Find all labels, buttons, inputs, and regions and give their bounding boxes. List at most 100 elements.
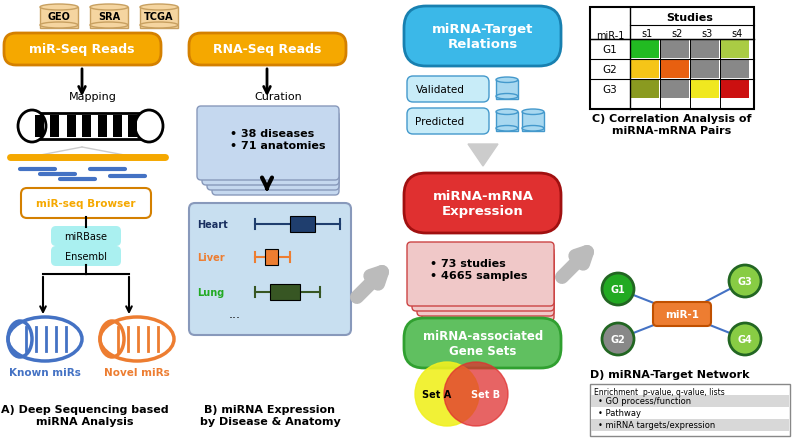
Text: Lung: Lung: [197, 287, 224, 297]
FancyBboxPatch shape: [21, 189, 151, 219]
Text: • miRNA targets/expression: • miRNA targets/expression: [598, 420, 715, 430]
Ellipse shape: [496, 94, 518, 100]
FancyBboxPatch shape: [407, 77, 489, 103]
Text: RNA-Seq Reads: RNA-Seq Reads: [213, 43, 321, 57]
Text: GEO: GEO: [47, 12, 70, 22]
Bar: [496, 81, 518, 100]
FancyBboxPatch shape: [417, 252, 554, 316]
FancyBboxPatch shape: [207, 117, 339, 191]
Text: A) Deep Sequencing based
miRNA Analysis: A) Deep Sequencing based miRNA Analysis: [1, 404, 169, 426]
Text: SRA: SRA: [98, 12, 120, 22]
Bar: [591, 395, 789, 407]
FancyBboxPatch shape: [189, 34, 346, 66]
Text: s3: s3: [702, 29, 713, 39]
Bar: [140, 8, 178, 29]
Text: G1: G1: [610, 284, 626, 294]
Text: Novel miRs: Novel miRs: [104, 367, 170, 377]
Bar: [721, 81, 749, 99]
Ellipse shape: [140, 23, 178, 29]
Bar: [691, 61, 719, 79]
Circle shape: [602, 273, 634, 305]
FancyBboxPatch shape: [51, 226, 121, 247]
Text: G2: G2: [602, 65, 618, 75]
Text: miRBase: miRBase: [65, 231, 107, 241]
Bar: [721, 61, 749, 79]
Ellipse shape: [135, 111, 163, 143]
Bar: [270, 284, 300, 300]
Text: Predicted: Predicted: [415, 117, 465, 127]
FancyBboxPatch shape: [197, 107, 339, 180]
Bar: [591, 407, 789, 419]
Text: C) Correlation Analysis of
miRNA-mRNA Pairs: C) Correlation Analysis of miRNA-mRNA Pa…: [592, 114, 752, 135]
FancyBboxPatch shape: [202, 112, 339, 186]
Text: Set B: Set B: [471, 389, 501, 399]
Circle shape: [415, 362, 479, 426]
Ellipse shape: [40, 5, 78, 11]
Text: miRNA-Target
Relations: miRNA-Target Relations: [432, 23, 534, 51]
FancyBboxPatch shape: [189, 204, 351, 335]
Ellipse shape: [90, 23, 128, 29]
Text: • 73 studies
• 4665 samples: • 73 studies • 4665 samples: [430, 258, 527, 280]
Bar: [265, 249, 278, 265]
Bar: [50, 116, 59, 138]
FancyBboxPatch shape: [407, 109, 489, 135]
Polygon shape: [468, 145, 498, 166]
FancyBboxPatch shape: [404, 318, 561, 368]
Text: s2: s2: [671, 29, 682, 39]
Text: Ensembl: Ensembl: [65, 251, 107, 261]
Text: Heart: Heart: [197, 219, 228, 230]
Text: miR-seq Browser: miR-seq Browser: [36, 198, 136, 208]
Text: B) miRNA Expression
by Disease & Anatomy: B) miRNA Expression by Disease & Anatomy: [200, 404, 340, 426]
FancyBboxPatch shape: [404, 173, 561, 233]
Ellipse shape: [90, 5, 128, 11]
Text: miR-1: miR-1: [665, 309, 699, 319]
Text: miR-Seq Reads: miR-Seq Reads: [30, 43, 134, 57]
Text: TCGA: TCGA: [144, 12, 174, 22]
FancyBboxPatch shape: [653, 302, 711, 326]
Bar: [522, 113, 544, 132]
Text: Liver: Liver: [197, 252, 225, 262]
Text: • GO process/function: • GO process/function: [598, 396, 691, 406]
FancyBboxPatch shape: [412, 247, 554, 311]
Text: Validated: Validated: [415, 85, 465, 95]
Ellipse shape: [18, 111, 46, 143]
Bar: [631, 41, 659, 59]
Bar: [290, 216, 315, 233]
Text: s1: s1: [642, 29, 653, 39]
Bar: [32, 114, 149, 140]
Bar: [82, 116, 91, 138]
Text: D) miRNA-Target Network: D) miRNA-Target Network: [590, 369, 750, 379]
Text: G4: G4: [738, 334, 752, 344]
FancyBboxPatch shape: [422, 258, 554, 321]
Text: ...: ...: [229, 308, 241, 321]
Text: Set A: Set A: [422, 389, 452, 399]
FancyBboxPatch shape: [407, 243, 554, 306]
Circle shape: [444, 362, 508, 426]
FancyBboxPatch shape: [404, 7, 561, 67]
Bar: [661, 81, 689, 99]
Ellipse shape: [496, 110, 518, 115]
Bar: [67, 116, 76, 138]
Bar: [496, 113, 518, 132]
Ellipse shape: [140, 5, 178, 11]
Bar: [631, 61, 659, 79]
Bar: [98, 116, 107, 138]
Ellipse shape: [40, 23, 78, 29]
Ellipse shape: [522, 110, 544, 115]
Text: Enrichment  p-value, q-value, lists: Enrichment p-value, q-value, lists: [594, 388, 725, 396]
Circle shape: [729, 265, 761, 297]
Text: Mapping: Mapping: [69, 92, 117, 102]
Bar: [35, 116, 44, 138]
Bar: [590, 8, 754, 110]
Ellipse shape: [496, 126, 518, 132]
Text: miRNA-mRNA
Expression: miRNA-mRNA Expression: [433, 190, 534, 218]
Text: miRNA-associated
Gene Sets: miRNA-associated Gene Sets: [423, 329, 543, 357]
Text: Studies: Studies: [666, 13, 714, 23]
Bar: [721, 41, 749, 59]
Text: miR-1: miR-1: [596, 31, 624, 41]
Bar: [113, 116, 122, 138]
Bar: [590, 384, 790, 436]
FancyBboxPatch shape: [4, 34, 161, 66]
Text: • 38 diseases
• 71 anatomies: • 38 diseases • 71 anatomies: [230, 129, 326, 151]
Ellipse shape: [496, 78, 518, 83]
